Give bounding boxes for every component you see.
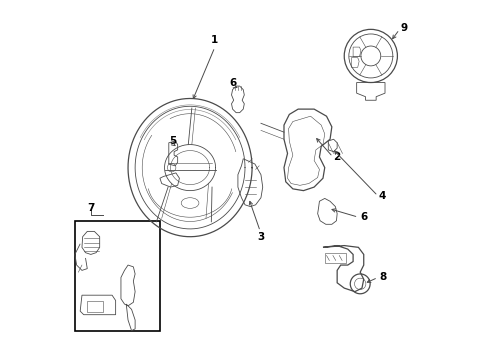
Text: 4: 4	[379, 191, 386, 201]
Text: 7: 7	[87, 203, 95, 213]
Text: 6: 6	[230, 77, 237, 87]
Text: 5: 5	[169, 136, 176, 146]
Text: 2: 2	[333, 152, 340, 162]
Text: 3: 3	[257, 232, 265, 242]
Text: 9: 9	[400, 23, 407, 33]
Bar	[75, 221, 160, 330]
Text: 6: 6	[360, 212, 368, 222]
Text: 1: 1	[211, 35, 219, 45]
Bar	[87, 301, 103, 312]
Text: 8: 8	[379, 273, 386, 283]
